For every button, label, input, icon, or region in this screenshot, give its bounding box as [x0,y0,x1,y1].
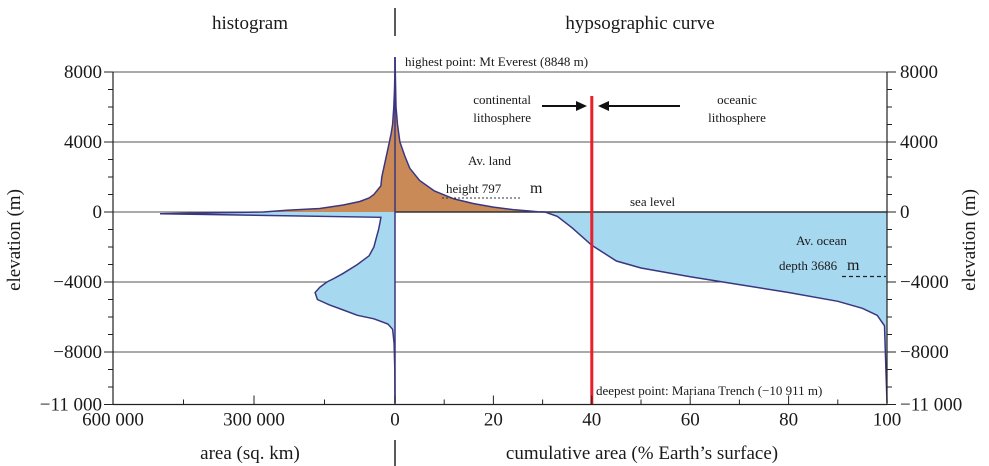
x-left-tick-label: 600 000 [82,410,144,431]
axes [104,71,896,406]
y-axis-label-right: elevation (m) [959,189,980,291]
tick-labels: 8000 8000 4000 4000 0 0 −4000 −4000 −8000 −8000 −1… [40,62,963,431]
y-axis-label-left: elevation (m) [4,189,25,291]
curve-land-area [395,57,887,212]
y-tick-label-left: −8000 [53,342,102,363]
continental-label-2: lithosphere [473,110,531,125]
y-tick-label-right: 4000 [900,132,938,153]
deepest-point-label: deepest point: Mariana Trench (−10 911 m… [596,383,822,398]
sea-level-label: sea level [630,194,676,209]
av-land-label-1: Av. land [468,153,511,168]
histogram-line [159,57,396,403]
av-ocean-label-2: depth 3686 [779,258,838,273]
y-tick-label-right: 0 [900,202,910,223]
x-left-tick-label: 0 [390,410,400,431]
x-right-tick-label: 20 [484,410,503,431]
oceanic-arrow [598,101,680,111]
histogram-land-area [263,57,395,212]
highest-point-label: highest point: Mt Everest (8848 m) [405,54,588,69]
hypsographic-line [394,57,888,403]
x-right-tick-label: 80 [779,410,798,431]
x-axis-label-left: area (sq. km) [200,443,300,464]
histogram-ocean-area [160,212,395,403]
area-fills [160,57,887,403]
av-ocean-label-1: Av. ocean [796,233,847,248]
x-right-tick-label: 60 [681,410,700,431]
y-tick-label-right: −4000 [900,272,949,293]
continental-arrow [542,101,587,111]
y-tick-label-left: 8000 [64,62,102,83]
x-right-tick-label: 40 [582,410,601,431]
y-tick-label-left: −11 000 [40,395,102,416]
curves [159,57,888,405]
hypsographic-header: hypsographic curve [565,13,714,34]
x-left-tick-label: 300 000 [223,410,285,431]
continental-label-1: continental [473,92,531,107]
av-ocean-unit: m [847,257,860,274]
histogram-header: histogram [212,13,288,34]
x-right-tick-label: 100 [873,410,902,431]
av-land-label-2: height 797 [446,181,502,196]
oceanic-label-2: lithosphere [708,110,766,125]
y-tick-label-right: 8000 [900,62,938,83]
y-tick-label-right: −8000 [900,342,949,363]
av-land-unit: m [530,180,543,197]
curve-ocean-area [545,212,887,403]
y-tick-label-left: 4000 [64,132,102,153]
oceanic-label-1: oceanic [717,92,757,107]
y-tick-label-left: −4000 [53,272,102,293]
x-axis-label-right: cumulative area (% Earth’s surface) [506,443,778,464]
y-tick-label-left: 0 [93,202,103,223]
y-tick-label-right: −11 000 [900,395,962,416]
